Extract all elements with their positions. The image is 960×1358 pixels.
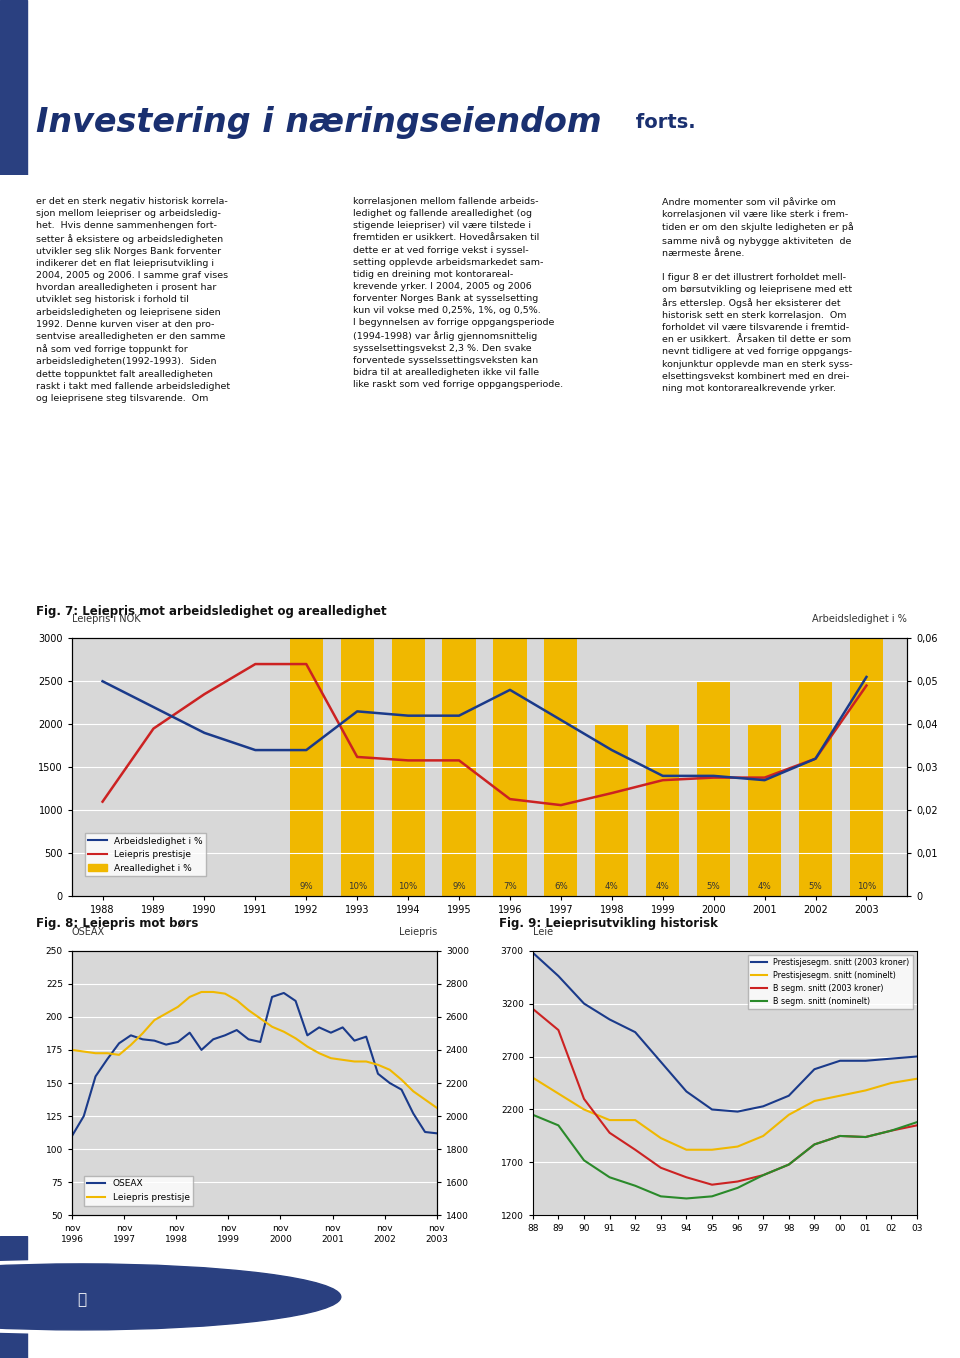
Text: 5%: 5% — [707, 883, 721, 891]
Text: Leiepris: Leiepris — [398, 928, 437, 937]
Text: 4%: 4% — [757, 883, 772, 891]
Bar — [443, 509, 475, 896]
Bar — [341, 466, 373, 896]
Text: forts.: forts. — [629, 113, 695, 132]
Bar — [493, 595, 526, 896]
Bar — [697, 682, 731, 896]
Text: Andre momenter som vil påvirke om
korrelasjonen vil være like sterk i frem-
tide: Andre momenter som vil påvirke om korrel… — [662, 197, 854, 392]
Bar — [392, 466, 424, 896]
Circle shape — [0, 1260, 370, 1334]
Legend: Prestisjesegm. snitt (2003 kroner), Prestisjesegm. snitt (nominelt), B segm. sni: Prestisjesegm. snitt (2003 kroner), Pres… — [748, 955, 913, 1009]
Text: 6: 6 — [8, 705, 19, 722]
Text: Leie: Leie — [533, 928, 553, 937]
Text: 4%: 4% — [605, 883, 618, 891]
Legend: OSEAX, Leiepris prestisje: OSEAX, Leiepris prestisje — [84, 1176, 193, 1206]
Bar — [0, 1236, 27, 1358]
Text: Leiepris i NOK: Leiepris i NOK — [72, 614, 140, 625]
Bar — [290, 509, 323, 896]
Bar — [595, 724, 629, 896]
Text: 9%: 9% — [300, 883, 313, 891]
Text: 📈: 📈 — [77, 1291, 86, 1306]
Text: 5%: 5% — [808, 883, 823, 891]
Bar — [850, 466, 883, 896]
Text: Fig. 8: Leiepris mot børs: Fig. 8: Leiepris mot børs — [36, 917, 199, 930]
Text: 4%: 4% — [656, 883, 670, 891]
Text: 10%: 10% — [857, 883, 876, 891]
Bar — [646, 724, 680, 896]
Bar — [544, 638, 578, 896]
Text: Arbeidsledighet i %: Arbeidsledighet i % — [812, 614, 907, 625]
Circle shape — [0, 1264, 341, 1329]
Bar — [0, 0, 27, 175]
Text: 7%: 7% — [503, 883, 516, 891]
Legend: Arbeidsledighet i %, Leiepris prestisje, Arealledighet i %: Arbeidsledighet i %, Leiepris prestisje,… — [84, 832, 206, 876]
Text: Investering i næringseiendom: Investering i næringseiendom — [36, 106, 602, 139]
Bar — [748, 724, 781, 896]
Text: Fig. 9: Leieprisutvikling historisk: Fig. 9: Leieprisutvikling historisk — [499, 917, 718, 930]
Text: er det en sterk negativ historisk korrela-
sjon mellom leiepriser og arbeidsledi: er det en sterk negativ historisk korrel… — [36, 197, 230, 403]
Text: 10%: 10% — [398, 883, 418, 891]
Text: 6%: 6% — [554, 883, 567, 891]
Text: Fig. 7: Leiepris mot arbeidsledighet og arealledighet: Fig. 7: Leiepris mot arbeidsledighet og … — [36, 604, 387, 618]
Text: OSEAX: OSEAX — [72, 928, 106, 937]
Text: korrelasjonen mellom fallende arbeids-
ledighet og fallende arealledighet (og
st: korrelasjonen mellom fallende arbeids- l… — [353, 197, 564, 390]
Text: 10%: 10% — [348, 883, 367, 891]
Bar — [799, 682, 832, 896]
Text: 9%: 9% — [452, 883, 466, 891]
